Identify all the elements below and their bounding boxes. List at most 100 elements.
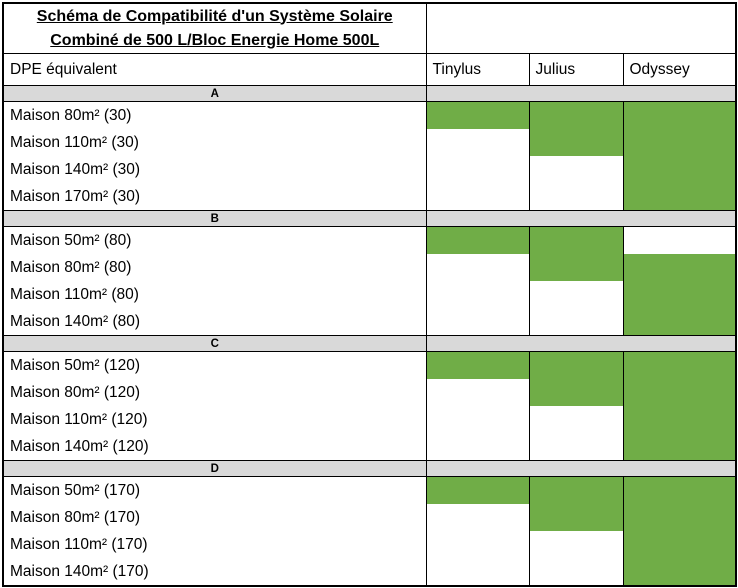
compat-cell-odyssey [622,433,737,461]
table-row: Maison 110m² (30) [2,129,737,156]
row-label: Maison 140m² (30) [2,156,427,183]
row-label: Maison 80m² (30) [2,101,427,129]
compat-cell-odyssey [622,129,737,156]
compat-cell-odyssey [622,183,737,211]
table-row: Maison 140m² (120) [2,433,737,461]
row-label: Maison 140m² (120) [2,433,427,461]
compat-cell-julius [528,156,624,183]
compat-cell-tinylus [425,183,530,211]
section-label-a: A [2,85,427,102]
row-label: Maison 170m² (30) [2,183,427,211]
compat-cell-julius [528,379,624,406]
compat-cell-tinylus [425,504,530,531]
compat-cell-tinylus [425,226,530,254]
compat-cell-odyssey [622,406,737,433]
row-label: Maison 140m² (170) [2,558,427,586]
compat-cell-julius [528,558,624,586]
compat-cell-odyssey [622,379,737,406]
row-label: Maison 50m² (120) [2,351,427,379]
compat-cell-odyssey [622,101,737,129]
compat-cell-tinylus [425,101,530,129]
compat-cell-julius [528,101,624,129]
compat-cell-julius [528,308,624,336]
table-row: Maison 140m² (30) [2,156,737,183]
row-label: Maison 140m² (80) [2,308,427,336]
table-row: Maison 170m² (30) [2,183,737,211]
row-label: Maison 110m² (80) [2,281,427,308]
table-title-line1: Schéma de Compatibilité d'un Système Sol… [36,7,393,25]
compat-cell-tinylus [425,433,530,461]
table-row: Maison 110m² (120) [2,406,737,433]
compat-cell-julius [528,183,624,211]
compat-cell-julius [528,504,624,531]
compat-cell-julius [528,476,624,504]
section-label-c: C [2,335,427,352]
dpe-header-cell: DPE équivalent [2,53,427,86]
section-band-a [425,85,737,102]
compat-cell-julius [528,351,624,379]
compat-cell-tinylus [425,281,530,308]
compat-cell-tinylus [425,254,530,281]
column-header-julius: Julius [528,53,624,86]
compat-cell-odyssey [622,281,737,308]
table-row: Maison 140m² (170) [2,558,737,586]
compat-cell-tinylus [425,156,530,183]
table-title: Schéma de Compatibilité d'un Système Sol… [2,2,427,54]
section-header-c: C [2,335,737,352]
section-label-d: D [2,460,427,477]
compat-cell-tinylus [425,379,530,406]
table-row: Maison 80m² (30) [2,101,737,129]
table-row: Maison 50m² (120) [2,351,737,379]
table-title-line2: Combiné de 500 L/Bloc Energie Home 500L [50,31,380,49]
table-row: Maison 80m² (170) [2,504,737,531]
compat-cell-odyssey [622,254,737,281]
compat-cell-julius [528,129,624,156]
table-row: Maison 80m² (80) [2,254,737,281]
row-label: Maison 80m² (80) [2,254,427,281]
compat-cell-tinylus [425,531,530,558]
compat-cell-julius [528,406,624,433]
table-row: Maison 110m² (170) [2,531,737,558]
section-header-b: B [2,210,737,227]
column-header-row: DPE équivalent Tinylus Julius Odyssey [2,53,737,86]
compat-cell-odyssey [622,531,737,558]
compat-cell-odyssey [622,156,737,183]
compat-cell-odyssey [622,308,737,336]
compat-cell-odyssey [622,504,737,531]
column-header-odyssey: Odyssey [622,53,737,86]
row-label: Maison 110m² (170) [2,531,427,558]
title-spacer-cell [425,2,737,54]
compat-cell-julius [528,281,624,308]
table-row: Maison 80m² (120) [2,379,737,406]
compat-cell-tinylus [425,476,530,504]
compat-cell-julius [528,254,624,281]
compat-cell-tinylus [425,308,530,336]
compat-cell-odyssey [622,476,737,504]
compat-cell-julius [528,433,624,461]
compat-cell-julius [528,531,624,558]
section-band-d [425,460,737,477]
compat-cell-tinylus [425,129,530,156]
table-row: Maison 50m² (170) [2,476,737,504]
section-band-b [425,210,737,227]
title-row: Schéma de Compatibilité d'un Système Sol… [2,2,737,54]
table-row: Maison 110m² (80) [2,281,737,308]
column-header-tinylus: Tinylus [425,53,530,86]
compat-cell-tinylus [425,351,530,379]
compat-cell-odyssey [622,226,737,254]
compat-cell-odyssey [622,351,737,379]
compat-cell-tinylus [425,558,530,586]
compat-cell-odyssey [622,558,737,586]
row-label: Maison 80m² (120) [2,379,427,406]
table-row: Maison 140m² (80) [2,308,737,336]
section-header-a: A [2,85,737,102]
row-label: Maison 110m² (120) [2,406,427,433]
table-row: Maison 50m² (80) [2,226,737,254]
row-label: Maison 80m² (170) [2,504,427,531]
row-label: Maison 50m² (170) [2,476,427,504]
section-label-b: B [2,210,427,227]
section-header-d: D [2,460,737,477]
compat-cell-julius [528,226,624,254]
